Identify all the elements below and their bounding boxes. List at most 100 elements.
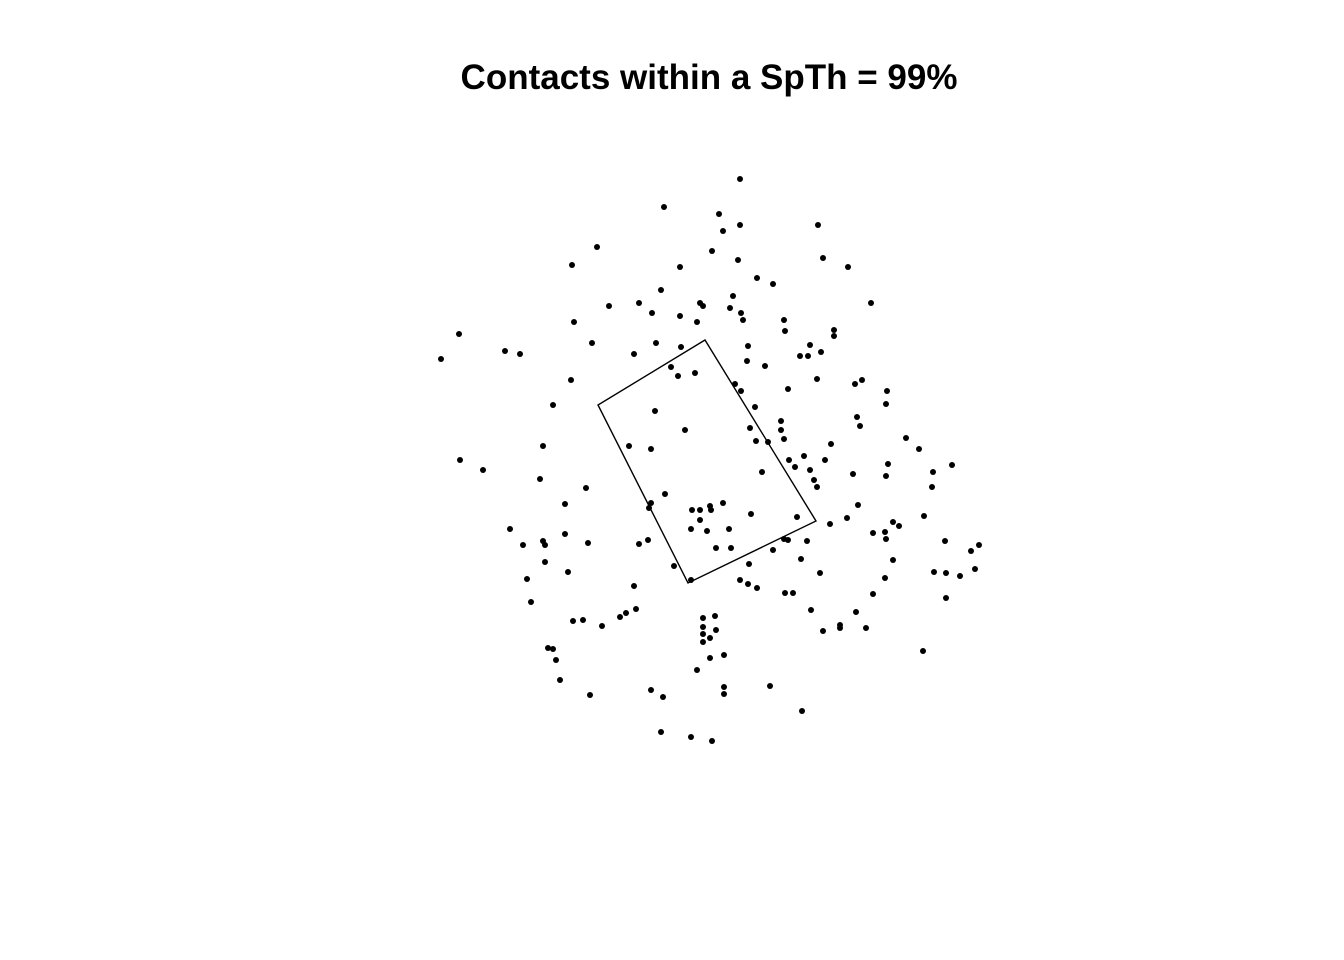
data-point — [896, 523, 902, 529]
data-point — [770, 281, 776, 287]
data-point — [438, 356, 444, 362]
data-point — [818, 349, 824, 355]
data-point — [694, 319, 700, 325]
data-point — [745, 343, 751, 349]
data-point — [553, 657, 559, 663]
data-point — [753, 438, 759, 444]
data-point — [815, 222, 821, 228]
data-point — [738, 388, 744, 394]
data-point — [649, 310, 655, 316]
data-point — [675, 373, 681, 379]
data-point — [480, 467, 486, 473]
data-point — [745, 581, 751, 587]
data-point — [542, 559, 548, 565]
data-point — [688, 526, 694, 532]
data-point — [804, 538, 810, 544]
data-point — [617, 614, 623, 620]
data-point — [740, 317, 746, 323]
data-point — [545, 645, 551, 651]
data-point — [636, 541, 642, 547]
data-point — [660, 694, 666, 700]
chart-title: Contacts within a SpTh = 99% — [460, 58, 958, 97]
data-point — [708, 507, 714, 513]
data-point — [568, 377, 574, 383]
data-point — [678, 344, 684, 350]
data-point — [716, 211, 722, 217]
data-point — [571, 319, 577, 325]
data-point — [808, 607, 814, 613]
data-point — [737, 577, 743, 583]
data-point — [820, 255, 826, 261]
data-point — [801, 453, 807, 459]
data-point — [943, 595, 949, 601]
data-point — [781, 536, 787, 542]
data-point — [883, 401, 889, 407]
data-point — [767, 683, 773, 689]
data-point — [606, 303, 612, 309]
data-point — [782, 328, 788, 334]
data-point — [746, 561, 752, 567]
data-point — [814, 484, 820, 490]
data-point — [646, 505, 652, 511]
data-point — [580, 617, 586, 623]
data-point — [797, 353, 803, 359]
data-point — [728, 545, 734, 551]
data-point — [916, 446, 922, 452]
data-point — [854, 414, 860, 420]
data-point — [697, 517, 703, 523]
data-point — [814, 376, 820, 382]
data-point — [700, 303, 706, 309]
data-point — [517, 351, 523, 357]
data-point — [662, 491, 668, 497]
data-point — [648, 687, 654, 693]
data-point — [565, 569, 571, 575]
data-point — [668, 364, 674, 370]
data-point — [762, 363, 768, 369]
data-point — [712, 613, 718, 619]
data-point — [721, 684, 727, 690]
data-point — [707, 635, 713, 641]
data-point — [972, 566, 978, 572]
data-point — [828, 441, 834, 447]
data-point — [805, 353, 811, 359]
data-point — [859, 377, 865, 383]
data-point — [648, 446, 654, 452]
data-point — [882, 575, 888, 581]
data-point — [456, 331, 462, 337]
data-point — [583, 485, 589, 491]
data-point — [727, 305, 733, 311]
data-point — [623, 610, 629, 616]
data-point — [700, 615, 706, 621]
data-point — [976, 542, 982, 548]
data-point — [870, 591, 876, 597]
data-point — [747, 425, 753, 431]
data-point — [820, 628, 826, 634]
data-point — [890, 557, 896, 563]
data-point — [599, 623, 605, 629]
data-point — [569, 262, 575, 268]
data-point — [778, 427, 784, 433]
data-point — [730, 293, 736, 299]
data-point — [752, 404, 758, 410]
data-point — [653, 340, 659, 346]
data-point — [882, 529, 888, 535]
data-point — [700, 624, 706, 630]
data-point — [720, 500, 726, 506]
data-point — [704, 528, 710, 534]
data-point — [744, 358, 750, 364]
data-point — [943, 570, 949, 576]
data-point — [589, 340, 595, 346]
data-point — [942, 538, 948, 544]
data-point — [968, 548, 974, 554]
data-point — [688, 577, 694, 583]
data-point — [792, 464, 798, 470]
data-point — [782, 590, 788, 596]
data-point — [863, 625, 869, 631]
data-point — [799, 708, 805, 714]
data-point — [870, 530, 876, 536]
points-layer — [438, 176, 982, 744]
data-point — [648, 500, 654, 506]
data-point — [540, 443, 546, 449]
data-point — [562, 531, 568, 537]
data-point — [689, 507, 695, 513]
